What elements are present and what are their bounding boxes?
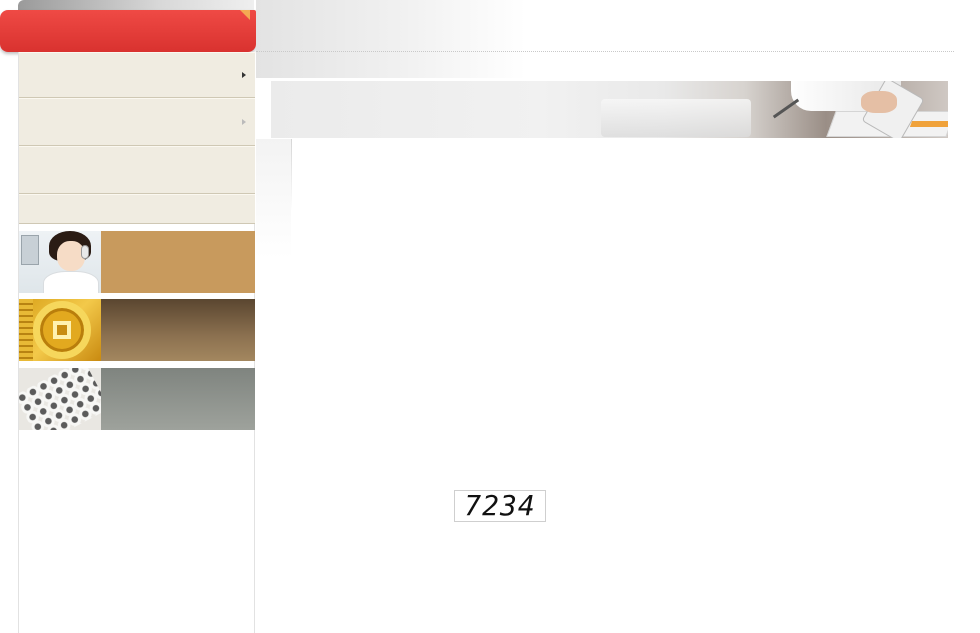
customer-service-agent-image [19,231,101,293]
top-decorative-strip [18,0,254,12]
chevron-right-icon [242,72,246,78]
promo-panel [101,299,255,361]
coin-icon [53,321,71,339]
headset-icon [81,245,89,259]
captcha-image[interactable]: 7234 [454,490,546,522]
calculator-icon [19,368,101,430]
calculator-keypad-image [19,368,101,430]
promo-calculator[interactable] [19,368,255,430]
sidebar [18,52,255,633]
header-divider [256,51,954,52]
content-shadow [256,139,291,259]
chevron-right-icon [242,119,246,125]
sidebar-item-3[interactable] [19,146,255,194]
header-background [256,0,526,78]
sidebar-header-tab [0,10,256,52]
promo-customer-service[interactable] [19,231,255,293]
promo-finance[interactable] [19,299,255,361]
corner-ribbon-icon [240,10,250,20]
gold-coin-image [19,299,101,361]
promo-panel [101,231,255,293]
sidebar-item-2[interactable] [19,98,255,146]
office-banner-image [271,81,948,138]
promo-panel [101,368,255,430]
sidebar-item-1[interactable] [19,52,255,98]
sidebar-item-4[interactable] [19,194,255,224]
content-divider [291,139,292,211]
